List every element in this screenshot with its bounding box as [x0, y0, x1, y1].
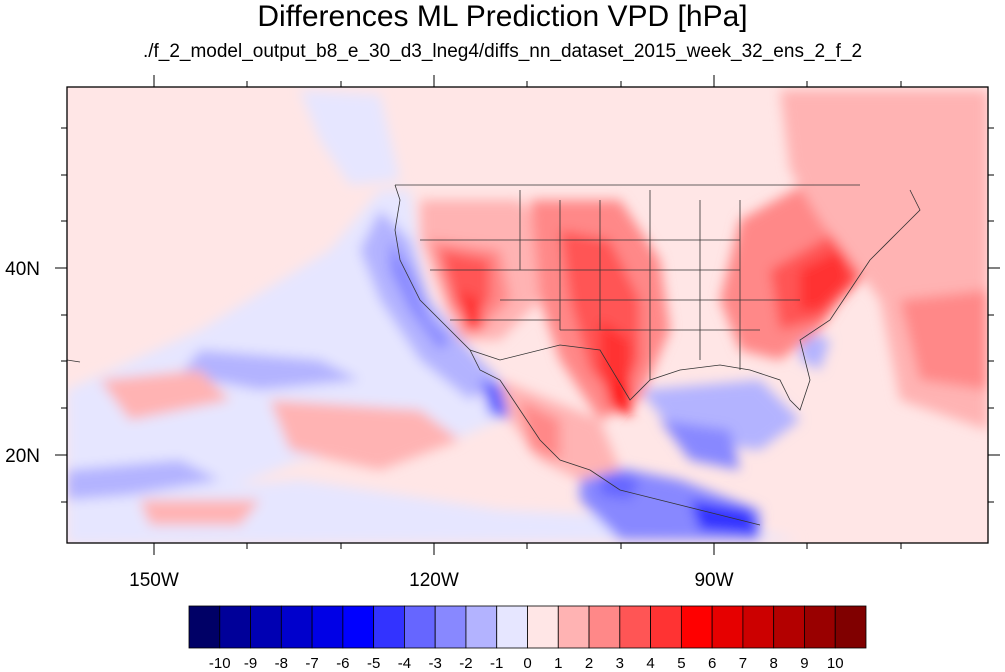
lat-label-40n: 40N — [5, 259, 40, 280]
map-subtitle: ./f_2_model_output_b8_e_30_d3_lneg4/diff… — [142, 41, 863, 62]
colorbar-label: -9 — [244, 655, 257, 672]
lon-label-120w: 120W — [409, 570, 459, 591]
colorbar-swatch — [404, 605, 436, 649]
colorbar-swatch — [804, 605, 836, 649]
colorbar-label: -1 — [490, 655, 503, 672]
colorbar-swatch — [680, 605, 713, 649]
colorbar-swatch — [619, 605, 651, 649]
colorbar-labels: -10 -9 -8 -7 -6 -5 -4 -3 -2 -1 0 1 2 3 4 5 6 7 8 9 10 — [209, 655, 844, 672]
contour-field — [67, 87, 988, 543]
colorbar-swatch — [496, 605, 528, 649]
colorbar-label: 7 — [739, 655, 747, 672]
colorbar-label: -5 — [367, 655, 380, 672]
colorbar-label: 5 — [677, 655, 685, 672]
colorbar-swatch — [465, 605, 498, 649]
colorbar-label: 3 — [616, 655, 624, 672]
colorbar-swatch — [650, 605, 682, 649]
colorbar-label: 2 — [585, 655, 593, 672]
lat-label-20n: 20N — [5, 446, 40, 467]
colorbar-label: 0 — [523, 655, 531, 672]
colorbar-label: -8 — [275, 655, 288, 672]
map-title: Differences ML Prediction VPD [hPa] — [257, 0, 748, 33]
colorbar-label: -10 — [209, 655, 231, 672]
colorbar — [188, 605, 867, 649]
colorbar-swatch — [742, 605, 775, 649]
colorbar-swatch — [773, 605, 805, 649]
colorbar-swatch — [280, 605, 313, 649]
colorbar-label: -2 — [459, 655, 472, 672]
colorbar-swatch — [711, 605, 744, 649]
colorbar-label: 8 — [770, 655, 778, 672]
colorbar-label: -6 — [336, 655, 349, 672]
colorbar-label: 4 — [646, 655, 654, 672]
colorbar-swatch — [342, 605, 375, 649]
colorbar-swatch — [311, 605, 344, 649]
colorbar-label: -7 — [305, 655, 318, 672]
colorbar-label: 10 — [827, 655, 844, 672]
colorbar-label: 1 — [554, 655, 562, 672]
colorbar-swatch — [219, 605, 251, 649]
colorbar-swatch — [250, 605, 282, 649]
colorbar-swatch — [373, 605, 405, 649]
colorbar-swatch — [188, 605, 221, 649]
colorbar-label: -4 — [398, 655, 411, 672]
lon-label-90w: 90W — [694, 570, 733, 591]
colorbar-swatch — [557, 605, 590, 649]
colorbar-swatch — [527, 605, 559, 649]
colorbar-swatch — [434, 605, 467, 649]
colorbar-label: 9 — [800, 655, 808, 672]
colorbar-label: 6 — [708, 655, 716, 672]
colorbar-swatch — [834, 605, 867, 649]
colorbar-swatch — [588, 605, 621, 649]
lon-label-150w: 150W — [129, 570, 179, 591]
colorbar-label: -3 — [429, 655, 442, 672]
